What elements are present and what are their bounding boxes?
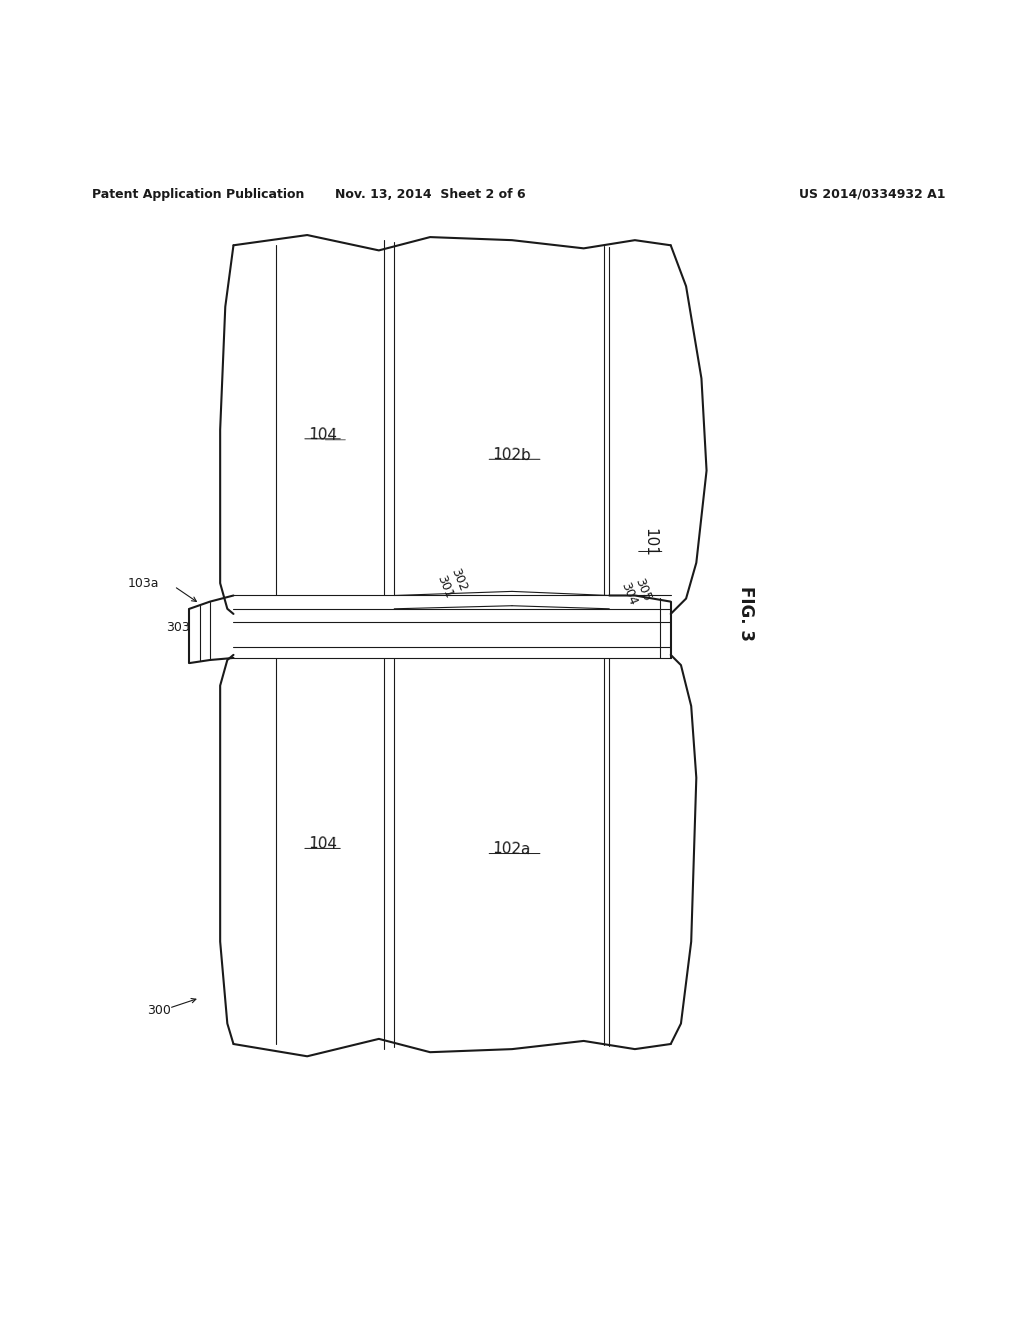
Text: 101: 101: [643, 528, 657, 557]
Text: US 2014/0334932 A1: US 2014/0334932 A1: [799, 187, 945, 201]
Text: 102a: 102a: [493, 841, 531, 858]
Text: 103a: 103a: [127, 577, 159, 590]
Text: 304: 304: [618, 579, 639, 607]
Text: 301: 301: [434, 573, 455, 599]
Text: FIG. 3: FIG. 3: [737, 586, 756, 642]
Text: 300: 300: [146, 1003, 171, 1016]
Text: 305: 305: [633, 576, 653, 603]
Text: 104: 104: [308, 426, 337, 442]
Text: 302: 302: [449, 566, 469, 594]
Text: Patent Application Publication: Patent Application Publication: [92, 187, 304, 201]
Text: Nov. 13, 2014  Sheet 2 of 6: Nov. 13, 2014 Sheet 2 of 6: [335, 187, 525, 201]
Text: 104: 104: [308, 837, 337, 853]
Text: 102b: 102b: [493, 447, 531, 463]
Text: 303: 303: [166, 620, 189, 634]
